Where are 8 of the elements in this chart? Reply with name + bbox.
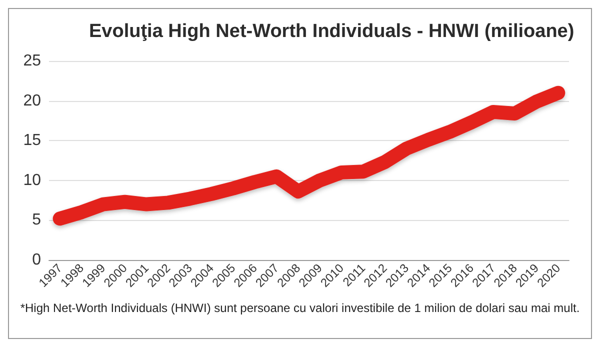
y-tick-label: 15 — [23, 132, 42, 150]
y-tick-label: 25 — [23, 52, 42, 70]
y-tick-label: 5 — [32, 212, 42, 229]
text: *High Net-Worth Individuals (HNWI) sunt persoane cu valori investibile de 1 milion de dolari sau mai mult. — [20, 301, 580, 315]
y-tick-label: 10 — [23, 172, 42, 189]
y-tick-label: 20 — [23, 92, 42, 110]
y-tick-label: 0 — [32, 252, 42, 268]
chart-title: Evoluţia High Net-Worth Individuals - HNWI (milioane) — [89, 21, 574, 42]
